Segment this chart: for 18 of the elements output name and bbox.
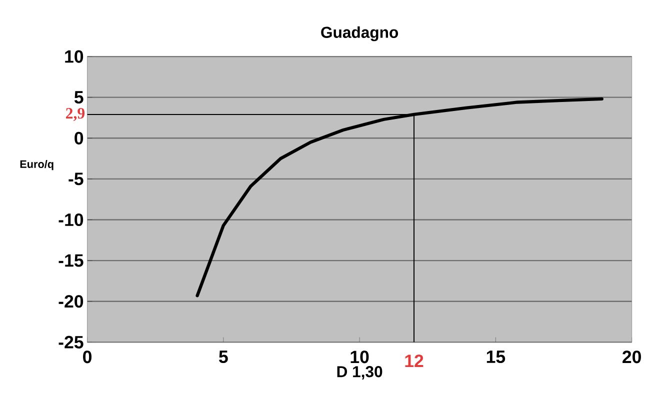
y-tick-label: 10 bbox=[65, 50, 84, 63]
y-tick-label: 5 bbox=[74, 91, 84, 104]
x-tick-label: 10 bbox=[350, 350, 369, 364]
ref-line-label: 12 bbox=[405, 354, 424, 368]
x-tick-label: 0 bbox=[83, 350, 92, 364]
x-tick-label: 5 bbox=[219, 350, 228, 364]
y-axis-title: Euro/q bbox=[20, 160, 54, 170]
x-axis-title: D 1,30 bbox=[337, 366, 382, 380]
ref-line-label: 2,9 bbox=[66, 108, 85, 122]
y-tick-label: -15 bbox=[58, 254, 84, 267]
y-tick-label: -10 bbox=[58, 214, 84, 226]
x-tick-label: 15 bbox=[486, 350, 506, 364]
y-tick-label: -25 bbox=[58, 336, 84, 349]
chart-title: Guadagno bbox=[321, 26, 398, 42]
y-tick-label: -5 bbox=[68, 172, 84, 186]
y-tick-label: 0 bbox=[74, 132, 84, 145]
x-tick-label: 20 bbox=[622, 350, 641, 364]
y-tick-label: -20 bbox=[58, 295, 84, 308]
